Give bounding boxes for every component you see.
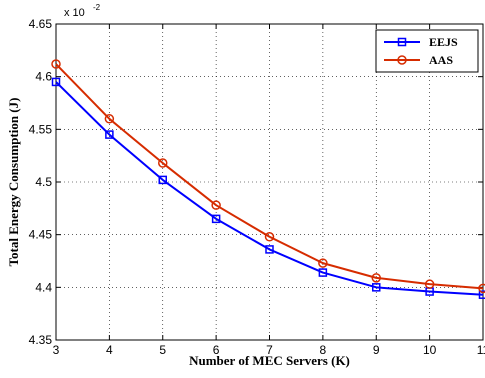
x-tick-label: 3 <box>53 343 60 357</box>
x-tick-label: 5 <box>159 343 166 357</box>
x-tick-label: 9 <box>373 343 380 357</box>
legend-box <box>376 30 478 72</box>
y-axis-label: Total Energy Consumption (J) <box>6 98 21 267</box>
y-tick-label: 4.4 <box>35 280 52 294</box>
y-tick-label: 4.6 <box>35 70 52 84</box>
legend-label-eejs: EEJS <box>429 35 458 49</box>
x-tick-label: 10 <box>423 343 437 357</box>
y-tick-label: 4.35 <box>29 333 53 347</box>
legend: EEJS AAS <box>376 30 478 72</box>
y-tick-label: 4.5 <box>35 175 52 189</box>
y-tick-label: 4.45 <box>29 228 53 242</box>
legend-label-aas: AAS <box>429 53 453 67</box>
y-tick-label: 4.55 <box>29 122 53 136</box>
x-tick-label: 4 <box>106 343 113 357</box>
y-tick-label: 4.65 <box>29 17 53 31</box>
y-exponent-base: x 10 <box>64 7 85 19</box>
y-exponent-power: -2 <box>93 3 101 12</box>
x-tick-label: 11 <box>477 343 485 357</box>
x-axis-label: Number of MEC Servers (K) <box>189 353 350 368</box>
